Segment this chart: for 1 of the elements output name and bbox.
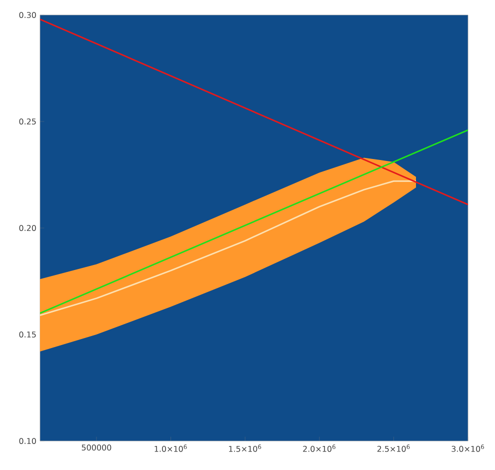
line-series — [40, 180, 417, 316]
